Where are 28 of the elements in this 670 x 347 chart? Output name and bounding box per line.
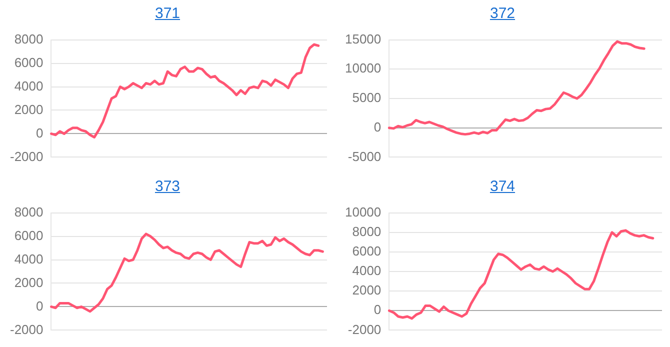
y-tick-label: 4000 bbox=[352, 263, 382, 278]
y-tick-label: 0 bbox=[36, 298, 44, 314]
y-tick-label: 0 bbox=[374, 119, 382, 134]
y-tick-label: -2000 bbox=[10, 322, 44, 337]
chart-title: 373 bbox=[154, 177, 182, 197]
y-tick-label: 10000 bbox=[344, 204, 382, 220]
y-tick-label: 5000 bbox=[352, 90, 382, 106]
y-tick-label: 0 bbox=[374, 302, 382, 318]
y-tick-label: 2000 bbox=[14, 274, 44, 290]
y-tick-label: 8000 bbox=[14, 204, 44, 220]
chart-title: 372 bbox=[488, 4, 516, 24]
y-tick-label: 0 bbox=[36, 125, 44, 140]
y-tick-label: 4000 bbox=[14, 78, 44, 94]
chart-title: 374 bbox=[488, 177, 516, 197]
y-tick-label: 6000 bbox=[352, 244, 382, 259]
y-tick-label: 10000 bbox=[344, 60, 382, 76]
chart-title: 371 bbox=[154, 4, 182, 24]
y-tick-label: 15000 bbox=[344, 31, 382, 46]
y-tick-label: 2000 bbox=[352, 282, 382, 298]
y-tick-label: 8000 bbox=[352, 224, 382, 239]
y-tick-label: 6000 bbox=[14, 54, 44, 70]
y-tick-label: -5000 bbox=[348, 148, 382, 164]
y-tick-label: 6000 bbox=[14, 228, 44, 243]
y-tick-label: -2000 bbox=[10, 148, 44, 164]
y-tick-label: 4000 bbox=[14, 251, 44, 266]
y-tick-label: 8000 bbox=[14, 31, 44, 46]
y-tick-label: -2000 bbox=[348, 322, 382, 337]
y-tick-label: 2000 bbox=[14, 102, 44, 117]
